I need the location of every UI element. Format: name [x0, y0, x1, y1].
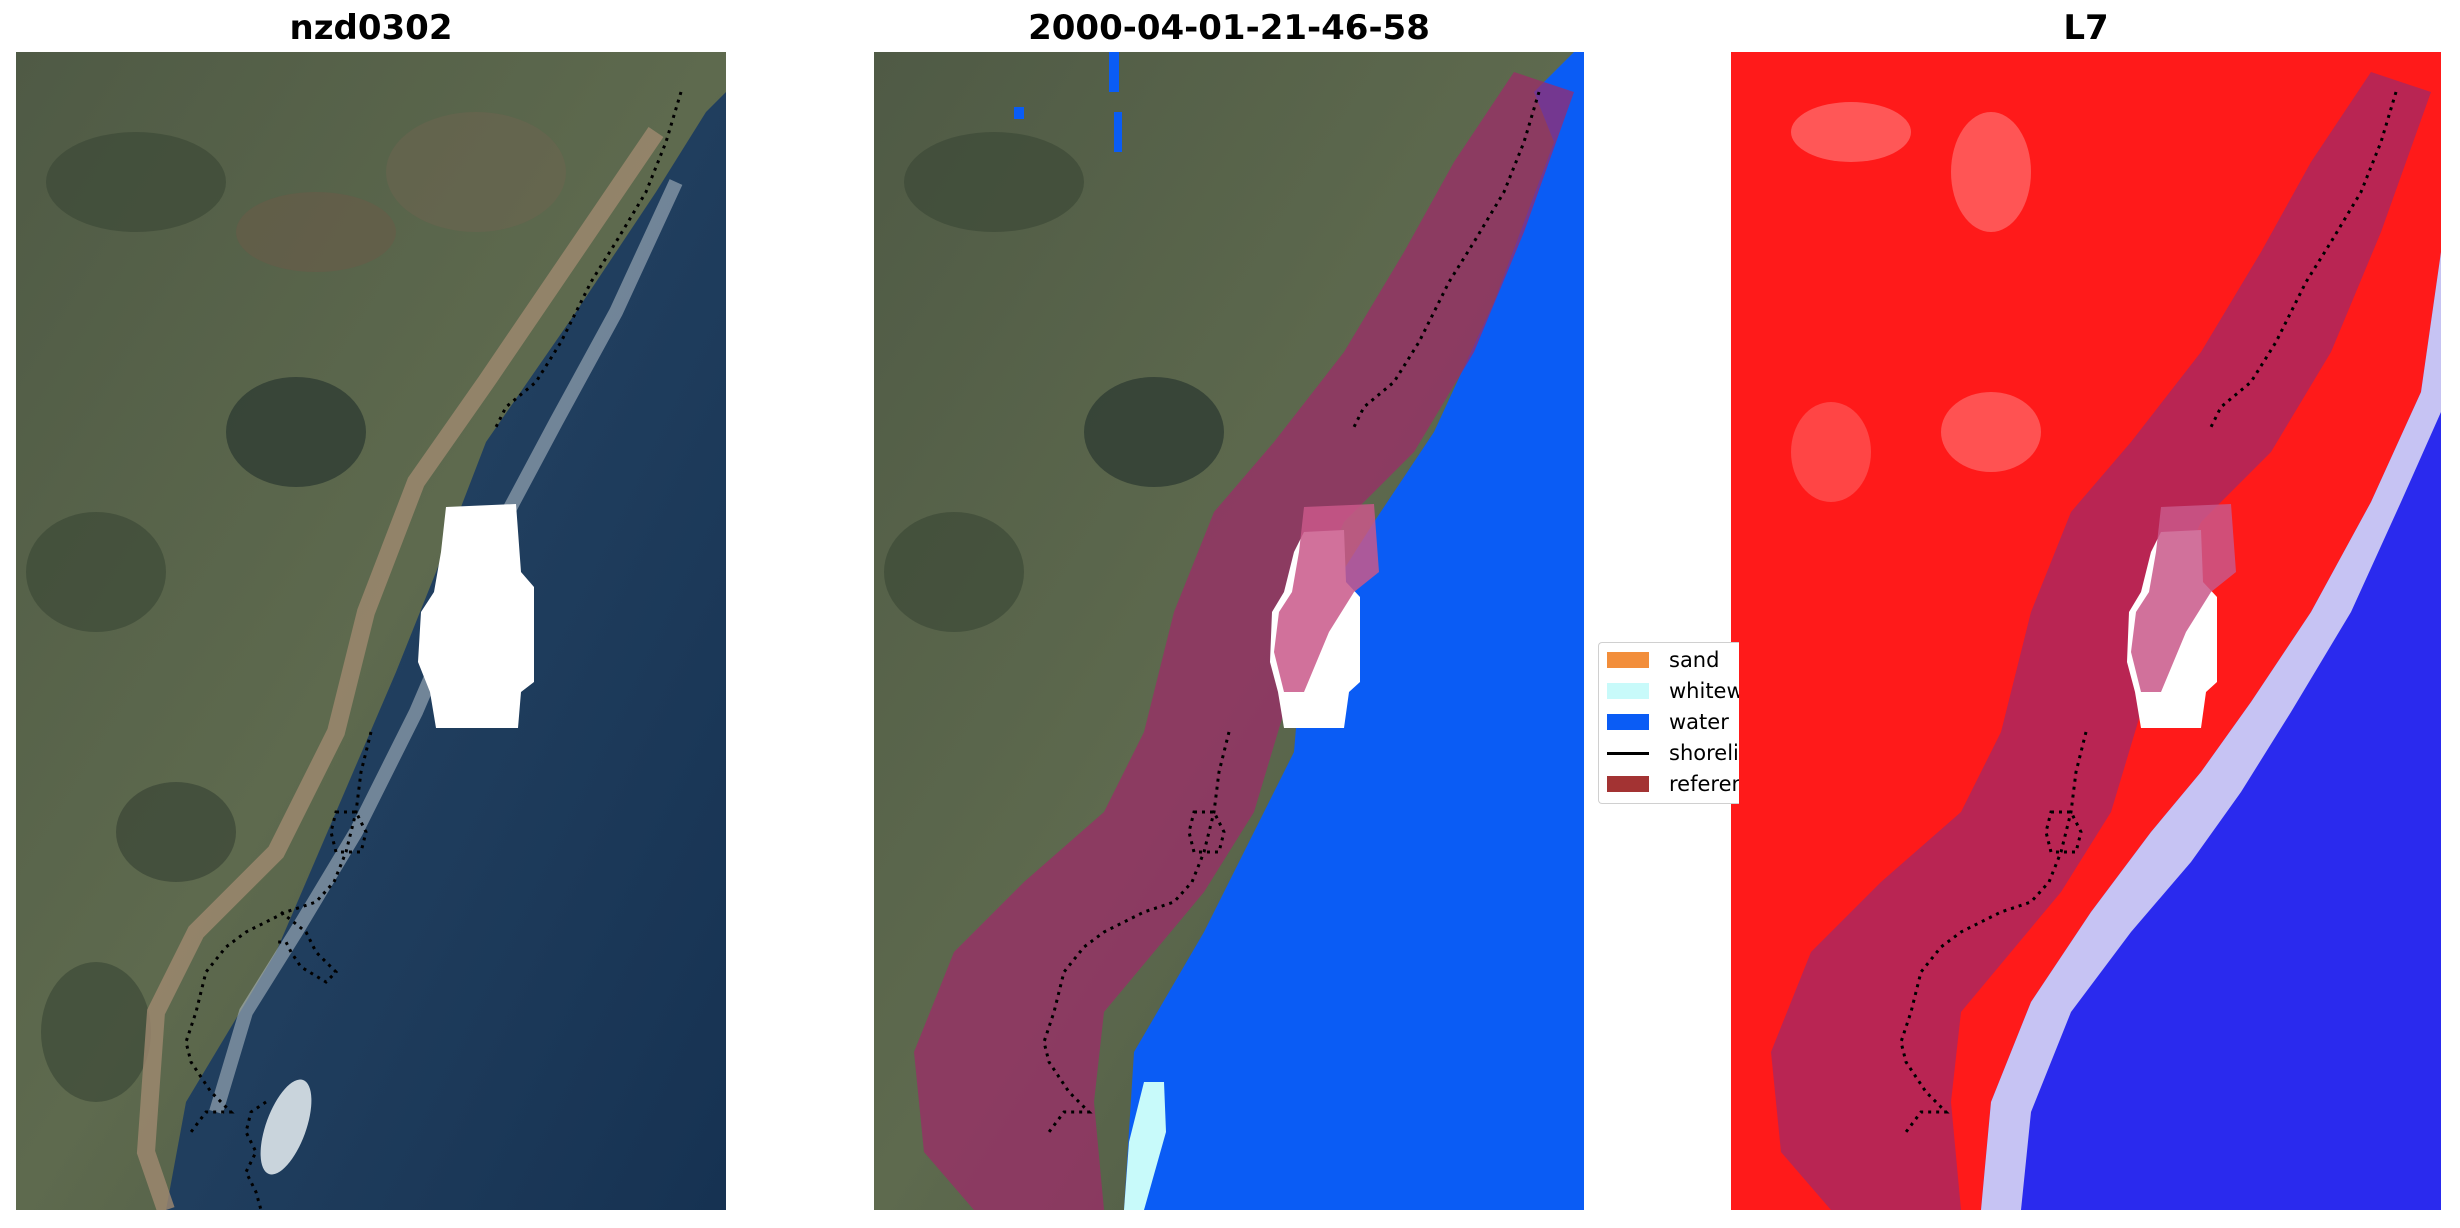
- classification-panel: [874, 52, 1584, 1210]
- legend-label-sand: sand: [1669, 648, 1720, 672]
- classified-image: [874, 52, 1584, 1210]
- sand-swatch: [1607, 652, 1649, 668]
- panel-title-1: nzd0302: [289, 8, 453, 48]
- legend-item-shoreline: shoreline: [1607, 740, 1739, 766]
- rgb-image: [16, 52, 726, 1210]
- panel-title-3: L7: [2063, 8, 2109, 48]
- legend-item-water: water: [1607, 709, 1729, 735]
- legend-label-reference: reference: [1669, 772, 1739, 796]
- reference-swatch: [1607, 776, 1649, 792]
- shoreline-line-swatch: [1607, 751, 1649, 755]
- panel-title-2: 2000-04-01-21-46-58: [1028, 8, 1430, 48]
- index-image: [1731, 52, 2441, 1210]
- rgb-image-panel: [16, 52, 726, 1210]
- water-swatch: [1607, 714, 1649, 730]
- legend-item-sand: sand: [1607, 647, 1719, 673]
- legend-item-reference: reference: [1607, 771, 1739, 797]
- whitewater-swatch: [1607, 683, 1649, 699]
- legend-label-water: water: [1669, 710, 1729, 734]
- legend-label-shoreline: shoreline: [1669, 741, 1739, 765]
- index-panel: [1731, 52, 2441, 1210]
